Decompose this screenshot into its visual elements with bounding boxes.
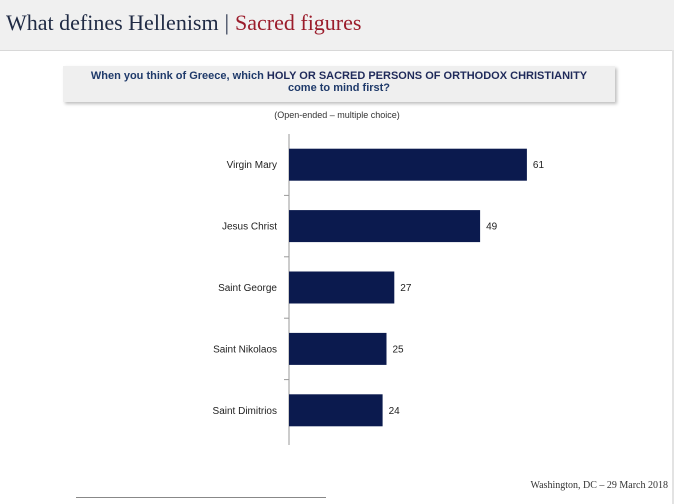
page-edge-divider (672, 50, 674, 504)
page-title: What defines Hellenism | Sacred figures (6, 10, 361, 36)
bar (289, 332, 387, 365)
bar (289, 148, 527, 181)
question-box: When you think of Greece, which HOLY OR … (63, 66, 615, 102)
question-highlight: HOLY OR SACRED PERSONS OF ORTHODOX CHRIS… (266, 70, 588, 82)
question-suffix: come to mind first? (287, 82, 391, 94)
value-label: 25 (393, 344, 405, 355)
value-label: 24 (389, 406, 401, 417)
category-label: Saint Dimitrios (213, 406, 277, 417)
title-main: What defines Hellenism (6, 10, 219, 35)
category-label: Virgin Mary (227, 160, 277, 171)
footer-divider (76, 497, 326, 498)
title-subtitle: Sacred figures (235, 10, 362, 35)
category-label: Saint George (218, 283, 277, 294)
footer-location-date: Washington, DC – 29 March 2018 (530, 480, 668, 491)
question-prefix: When you think of Greece, which (90, 70, 267, 82)
value-label: 61 (533, 160, 545, 171)
title-separator: | (224, 10, 230, 35)
value-label: 27 (400, 283, 412, 294)
value-label: 49 (486, 222, 498, 233)
bar (289, 394, 383, 427)
header-bar: What defines Hellenism | Sacred figures (0, 0, 674, 51)
category-label: Saint Nikolaos (213, 344, 277, 355)
question-note: (Open-ended – multiple choice) (274, 110, 400, 120)
category-label: Jesus Christ (222, 222, 277, 233)
bar (289, 210, 481, 243)
bar (289, 271, 395, 304)
